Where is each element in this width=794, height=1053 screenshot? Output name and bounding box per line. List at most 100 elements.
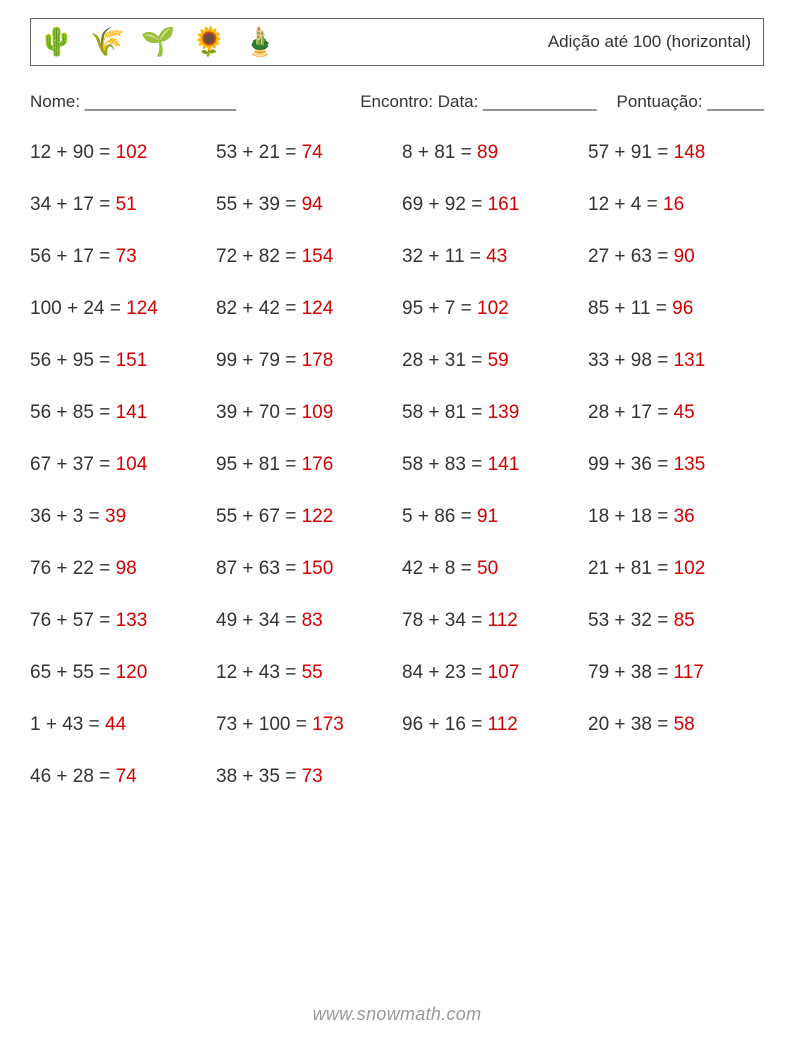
problem-cell: 85 + 11 = 96 <box>588 298 764 320</box>
problem-cell: 53 + 32 = 85 <box>588 610 764 632</box>
problem-expression: 85 + 11 = <box>588 298 672 319</box>
problem-answer: 59 <box>488 350 509 371</box>
problem-cell: 79 + 38 = 117 <box>588 662 764 684</box>
problem-expression: 58 + 83 = <box>402 454 488 475</box>
problem-cell: 72 + 82 = 154 <box>216 246 392 268</box>
problem-cell: 46 + 28 = 74 <box>30 766 206 788</box>
problem-cell: 56 + 95 = 151 <box>30 350 206 372</box>
problem-expression: 28 + 31 = <box>402 350 488 371</box>
problem-expression: 53 + 32 = <box>588 610 674 631</box>
problem-answer: 141 <box>116 402 148 423</box>
problem-cell: 58 + 81 = 139 <box>402 402 578 424</box>
problem-answer: 36 <box>674 506 695 527</box>
problem-cell: 65 + 55 = 120 <box>30 662 206 684</box>
problem-expression: 28 + 17 = <box>588 402 674 423</box>
info-row: Nome: ________________ Encontro: Data: _… <box>30 92 764 112</box>
problem-expression: 36 + 3 = <box>30 506 105 527</box>
problem-cell: 42 + 8 = 50 <box>402 558 578 580</box>
problem-cell: 95 + 7 = 102 <box>402 298 578 320</box>
problem-cell: 38 + 35 = 73 <box>216 766 392 788</box>
problem-answer: 176 <box>302 454 334 475</box>
problem-cell: 82 + 42 = 124 <box>216 298 392 320</box>
problem-expression: 12 + 4 = <box>588 194 663 215</box>
problem-cell: 78 + 34 = 112 <box>402 610 578 632</box>
date-field: Encontro: Data: ____________ <box>360 92 596 112</box>
problem-answer: 102 <box>674 558 706 579</box>
problem-answer: 117 <box>674 662 704 683</box>
problem-expression: 32 + 11 = <box>402 246 486 267</box>
problem-answer: 104 <box>116 454 148 475</box>
problem-answer: 96 <box>672 298 693 319</box>
problem-answer: 45 <box>674 402 695 423</box>
problem-answer: 139 <box>488 402 520 423</box>
problem-answer: 55 <box>302 662 323 683</box>
problem-answer: 16 <box>663 194 684 215</box>
problem-expression: 96 + 16 = <box>402 714 488 735</box>
problem-cell: 95 + 81 = 176 <box>216 454 392 476</box>
problem-expression: 42 + 8 = <box>402 558 477 579</box>
score-field: Pontuação: ______ <box>617 92 764 112</box>
problem-expression: 58 + 81 = <box>402 402 488 423</box>
problem-expression: 20 + 38 = <box>588 714 674 735</box>
problem-answer: 102 <box>116 142 148 163</box>
name-field: Nome: ________________ <box>30 92 236 112</box>
problem-answer: 50 <box>477 558 498 579</box>
sunflower-icon: 🌻 <box>192 28 227 56</box>
plant-icons-row: 🌵 🌾 🌱 🌻 🎍 <box>39 28 277 56</box>
bamboo-icon: 🎍 <box>243 28 278 56</box>
problem-cell: 56 + 85 = 141 <box>30 402 206 424</box>
problem-cell: 12 + 43 = 55 <box>216 662 392 684</box>
problem-expression: 100 + 24 = <box>30 298 126 319</box>
problem-cell: 55 + 67 = 122 <box>216 506 392 528</box>
problem-expression: 38 + 35 = <box>216 766 302 787</box>
problem-expression: 95 + 81 = <box>216 454 302 475</box>
problem-expression: 69 + 92 = <box>402 194 488 215</box>
problem-answer: 94 <box>302 194 323 215</box>
problem-cell: 87 + 63 = 150 <box>216 558 392 580</box>
worksheet-title: Adição até 100 (horizontal) <box>548 32 755 52</box>
problem-expression: 99 + 79 = <box>216 350 302 371</box>
problem-answer: 85 <box>674 610 695 631</box>
problem-answer: 102 <box>477 298 509 319</box>
problem-answer: 178 <box>302 350 334 371</box>
problem-answer: 150 <box>302 558 334 579</box>
problem-expression: 53 + 21 = <box>216 142 302 163</box>
problem-cell: 21 + 81 = 102 <box>588 558 764 580</box>
problem-cell: 76 + 22 = 98 <box>30 558 206 580</box>
worksheet-page: 🌵 🌾 🌱 🌻 🎍 Adição até 100 (horizontal) No… <box>0 0 794 1053</box>
problem-expression: 84 + 23 = <box>402 662 488 683</box>
problem-cell: 55 + 39 = 94 <box>216 194 392 216</box>
seedling-icon: 🌱 <box>141 28 176 56</box>
problem-answer: 154 <box>302 246 334 267</box>
problem-expression: 57 + 91 = <box>588 142 674 163</box>
footer-link: www.snowmath.com <box>0 1004 794 1025</box>
problem-cell: 28 + 31 = 59 <box>402 350 578 372</box>
problem-cell: 8 + 81 = 89 <box>402 142 578 164</box>
problem-expression: 34 + 17 = <box>30 194 116 215</box>
problem-cell: 36 + 3 = 39 <box>30 506 206 528</box>
problem-cell: 67 + 37 = 104 <box>30 454 206 476</box>
problem-answer: 131 <box>674 350 706 371</box>
problem-cell: 12 + 4 = 16 <box>588 194 764 216</box>
problem-expression: 56 + 95 = <box>30 350 116 371</box>
problem-expression: 33 + 98 = <box>588 350 674 371</box>
problem-answer: 141 <box>488 454 520 475</box>
problem-answer: 122 <box>302 506 334 527</box>
problem-cell: 84 + 23 = 107 <box>402 662 578 684</box>
problem-cell: 53 + 21 = 74 <box>216 142 392 164</box>
problem-answer: 124 <box>126 298 158 319</box>
problem-expression: 55 + 67 = <box>216 506 302 527</box>
problem-answer: 73 <box>302 766 323 787</box>
problem-answer: 161 <box>488 194 520 215</box>
rice-icon: 🌾 <box>90 28 125 56</box>
problem-answer: 173 <box>312 714 344 735</box>
problem-answer: 51 <box>116 194 137 215</box>
problem-cell: 34 + 17 = 51 <box>30 194 206 216</box>
problem-expression: 49 + 34 = <box>216 610 302 631</box>
problem-cell: 5 + 86 = 91 <box>402 506 578 528</box>
problem-answer: 120 <box>116 662 148 683</box>
problem-cell: 28 + 17 = 45 <box>588 402 764 424</box>
problem-cell: 69 + 92 = 161 <box>402 194 578 216</box>
problem-answer: 151 <box>116 350 148 371</box>
problem-expression: 1 + 43 = <box>30 714 105 735</box>
